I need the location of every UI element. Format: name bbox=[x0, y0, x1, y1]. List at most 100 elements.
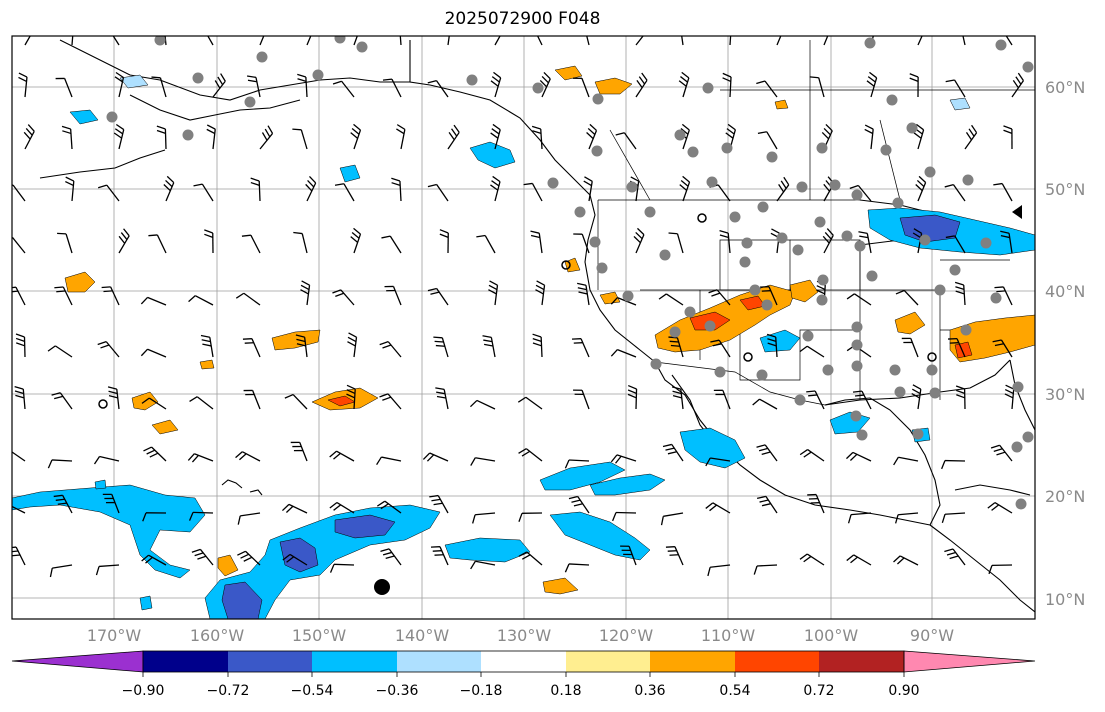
lon-label-150w: 150°W bbox=[291, 626, 347, 645]
wind-barb bbox=[993, 182, 1013, 202]
station-dot bbox=[792, 244, 804, 256]
wind-barb bbox=[189, 396, 214, 410]
lon-label-90w: 90°W bbox=[909, 626, 955, 645]
lon-label-130w: 130°W bbox=[496, 626, 552, 645]
station-dot bbox=[854, 240, 866, 252]
colorbar-segment bbox=[228, 651, 312, 672]
wind-barb bbox=[756, 444, 778, 462]
station-dot bbox=[532, 82, 544, 94]
station-dot bbox=[334, 36, 346, 44]
station-dot bbox=[674, 129, 686, 141]
contour-region bbox=[217, 554, 239, 577]
wind-barb bbox=[65, 176, 75, 202]
wind-barb bbox=[627, 384, 638, 410]
wind-barb bbox=[866, 71, 878, 98]
wind-barb bbox=[250, 177, 261, 202]
wind-barb bbox=[536, 36, 543, 46]
station-dot bbox=[886, 94, 898, 106]
wind-barb bbox=[12, 286, 26, 306]
contour-region bbox=[119, 74, 149, 89]
wind-barb bbox=[235, 292, 261, 306]
wind-barb bbox=[776, 36, 782, 46]
contour-region bbox=[221, 581, 263, 619]
wind-barb bbox=[671, 386, 684, 410]
station-dot bbox=[776, 232, 788, 244]
station-dot bbox=[894, 386, 906, 398]
wind-barb bbox=[586, 36, 590, 46]
wind-barb bbox=[102, 493, 120, 514]
station-dot bbox=[702, 82, 714, 94]
wind-barb bbox=[917, 36, 923, 46]
wind-barb bbox=[893, 555, 919, 566]
wind-barb bbox=[1004, 384, 1015, 410]
wind-barb bbox=[658, 293, 684, 306]
station-dot bbox=[757, 201, 769, 213]
contour-region bbox=[894, 311, 926, 335]
station-dot bbox=[622, 290, 634, 302]
wind-barb bbox=[23, 124, 35, 150]
wind-barb bbox=[901, 337, 919, 358]
contour-region bbox=[271, 329, 321, 351]
wind-barb bbox=[488, 280, 499, 306]
station-dot bbox=[589, 236, 601, 248]
wind-barb bbox=[151, 76, 167, 98]
wind-barb bbox=[962, 36, 966, 46]
lat-label-40n: 40°N bbox=[1045, 282, 1086, 301]
colorbar-label: 0.36 bbox=[634, 683, 666, 699]
station-dot bbox=[980, 237, 992, 249]
map-title: 2025072900 F048 bbox=[444, 9, 601, 29]
contour-region bbox=[64, 271, 96, 293]
wind-barb bbox=[97, 184, 120, 202]
wind-barb bbox=[433, 336, 449, 358]
wind-barb bbox=[490, 123, 501, 150]
contour-region bbox=[554, 65, 583, 81]
wind-barb bbox=[572, 77, 590, 98]
station-dot bbox=[650, 358, 662, 370]
contour-region bbox=[954, 341, 973, 359]
wind-barb bbox=[941, 512, 966, 524]
wind-barb bbox=[568, 495, 590, 514]
station-dot bbox=[906, 122, 918, 134]
wind-barb bbox=[71, 36, 74, 46]
wind-barb bbox=[530, 230, 543, 254]
station-dot bbox=[596, 262, 608, 274]
wind-barb bbox=[610, 454, 637, 464]
wind-barb bbox=[281, 503, 308, 514]
wind-barb bbox=[118, 228, 130, 254]
wind-barb bbox=[895, 289, 919, 306]
wind-barb bbox=[187, 453, 214, 463]
wind-barb bbox=[678, 71, 690, 98]
station-dot bbox=[880, 144, 892, 156]
lon-label-160w: 160°W bbox=[189, 626, 245, 645]
station-dot bbox=[182, 129, 194, 141]
wind-barb bbox=[332, 80, 355, 98]
station-dot bbox=[1015, 498, 1027, 510]
wind-barb bbox=[944, 548, 966, 566]
wind-barb bbox=[710, 339, 731, 358]
wind-barb bbox=[1000, 230, 1013, 254]
lat-label-50n: 50°N bbox=[1045, 180, 1086, 199]
wind-barb bbox=[823, 36, 829, 46]
station-dot bbox=[721, 142, 733, 154]
wind-barb bbox=[191, 548, 214, 566]
wind-barb bbox=[1011, 72, 1024, 98]
colorbar-segment bbox=[735, 651, 819, 672]
wind-barb bbox=[14, 385, 26, 410]
wind-barb bbox=[427, 80, 449, 98]
wind-barb bbox=[490, 71, 502, 98]
open-circle-marker bbox=[98, 399, 108, 409]
wind-barb bbox=[384, 285, 402, 306]
wind-barb bbox=[297, 73, 308, 98]
station-dot bbox=[851, 321, 863, 333]
contour-region bbox=[759, 329, 801, 353]
wind-barb bbox=[564, 459, 590, 469]
wind-barb bbox=[346, 384, 356, 410]
wind-barb bbox=[577, 282, 590, 306]
wind-barb bbox=[719, 230, 731, 254]
wind-barb bbox=[140, 296, 167, 306]
front-triangle-marker bbox=[1012, 205, 1022, 219]
wind-barb bbox=[955, 385, 966, 410]
wind-barb bbox=[494, 36, 501, 46]
wind-barb bbox=[532, 333, 543, 358]
station-dot bbox=[192, 72, 204, 84]
